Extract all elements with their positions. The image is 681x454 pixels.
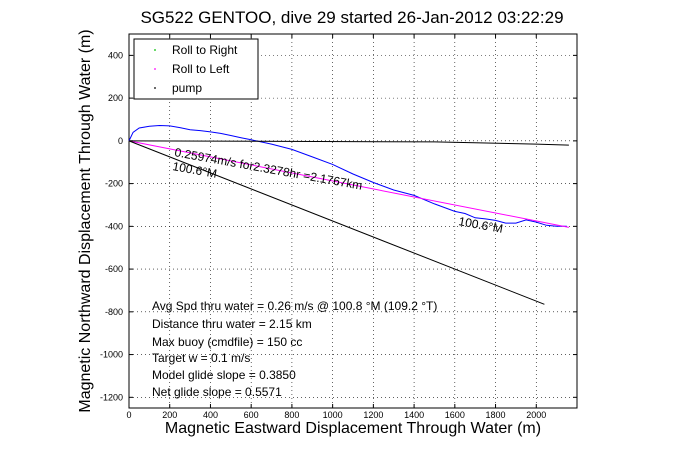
y-tick-label: -800 — [105, 307, 123, 317]
x-tick-label: 2000 — [526, 410, 546, 420]
y-tick-label: 200 — [108, 93, 123, 103]
series-layer — [128, 124, 569, 305]
x-tick-label: 400 — [203, 410, 218, 420]
net-displacement-line — [128, 140, 569, 228]
y-tick-label: -200 — [105, 179, 123, 189]
x-tick-label: 800 — [284, 410, 299, 420]
pump-track-line — [128, 140, 569, 146]
x-tick-label: 0 — [126, 410, 131, 420]
chart-title: SG522 GENTOO, dive 29 started 26-Jan-201… — [140, 8, 563, 27]
legend-marker-roll-right — [154, 49, 156, 51]
legend-label-roll-right: Roll to Right — [172, 43, 238, 57]
legend: Roll to Right Roll to Left pump — [133, 38, 259, 100]
y-tick-label: -400 — [105, 221, 123, 231]
y-tick-label: -600 — [105, 264, 123, 274]
legend-label-roll-left: Roll to Left — [172, 62, 230, 76]
y-tick-label: 0 — [118, 136, 123, 146]
y-axis-label: Magnetic Northward Displacement Through … — [77, 29, 94, 412]
x-tick-label: 1600 — [445, 410, 465, 420]
stats-line-2: Distance thru water = 2.15 km — [152, 317, 312, 331]
legend-marker-pump — [154, 87, 156, 89]
stats-line-6: Net glide slope = 0.5571 — [152, 385, 282, 399]
x-tick-label: 1000 — [323, 410, 343, 420]
legend-label-pump: pump — [172, 81, 202, 95]
y-tick-label: 400 — [108, 50, 123, 60]
stats-line-3: Max buoy (cmdfile) = 150 cc — [152, 335, 302, 349]
x-tick-label: 1200 — [363, 410, 383, 420]
y-tick-label: -1000 — [100, 350, 123, 360]
x-tick-label: 1800 — [486, 410, 506, 420]
dive-track-line — [128, 124, 567, 227]
x-axis-label: Magnetic Eastward Displacement Through W… — [165, 420, 541, 437]
x-tick-label: 1400 — [404, 410, 424, 420]
axis-ticks: 0 200 400 600 800 1000 1200 1400 1600 1800 2000-12… — [100, 34, 577, 420]
y-tick-label: -1200 — [100, 392, 123, 402]
grid-lines — [128, 34, 577, 408]
stats-line-4: Target w = 0.1 m/s — [152, 351, 250, 365]
x-tick-label: 600 — [244, 410, 259, 420]
glide-heading-line — [128, 140, 545, 305]
x-tick-label: 200 — [162, 410, 177, 420]
stats-line-1: Avg Spd thru water = 0.26 m/s @ 100.8 °M… — [152, 299, 437, 313]
stats-line-5: Model glide slope = 0.3850 — [152, 368, 296, 382]
legend-marker-roll-left — [154, 68, 156, 70]
